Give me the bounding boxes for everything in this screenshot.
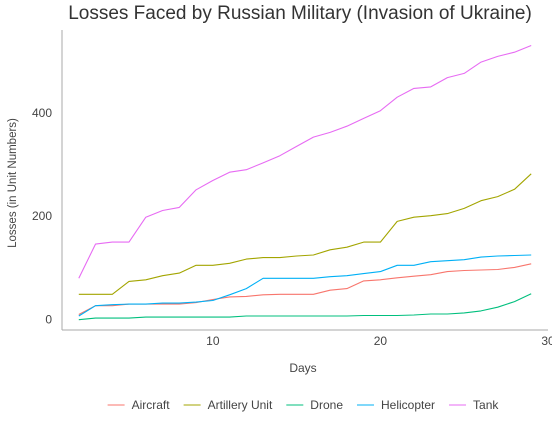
legend-item: Drone xyxy=(286,398,343,412)
legend-label: Tank xyxy=(473,398,499,412)
y-axis-label: Losses (in Unit Numbers) xyxy=(7,118,19,248)
legend-item: Tank xyxy=(449,398,499,412)
y-tick-label: 0 xyxy=(45,313,52,327)
x-axis-label: Days xyxy=(289,361,316,375)
x-axis-ticks: 10 20 30 xyxy=(206,334,552,348)
series-line-helicopter xyxy=(78,254,532,317)
legend-item: Aircraft xyxy=(107,398,171,412)
y-tick-label: 200 xyxy=(32,209,52,223)
x-tick-label: 10 xyxy=(206,334,220,348)
series-line-aircraft xyxy=(78,263,532,315)
legend-label: Artillery Unit xyxy=(208,398,273,412)
plot-area xyxy=(61,30,548,331)
series-line-tank xyxy=(78,44,532,279)
legend-label: Drone xyxy=(310,398,343,412)
series-line-artillery-unit xyxy=(78,173,532,295)
y-axis-ticks: 0 200 400 xyxy=(32,106,52,327)
legend: Aircraft Artillery Unit Drone Helicopter Tan… xyxy=(107,398,499,412)
y-tick-label: 400 xyxy=(32,106,52,120)
legend-label: Helicopter xyxy=(381,398,435,412)
series-lines xyxy=(78,44,532,321)
series-line-drone xyxy=(78,293,532,321)
legend-item: Artillery Unit xyxy=(183,398,273,412)
legend-item: Helicopter xyxy=(356,398,435,412)
chart-title: Losses Faced by Russian Military (Invasi… xyxy=(68,3,532,24)
x-tick-label: 20 xyxy=(374,334,388,348)
x-tick-label: 30 xyxy=(541,334,552,348)
legend-label: Aircraft xyxy=(132,398,171,412)
